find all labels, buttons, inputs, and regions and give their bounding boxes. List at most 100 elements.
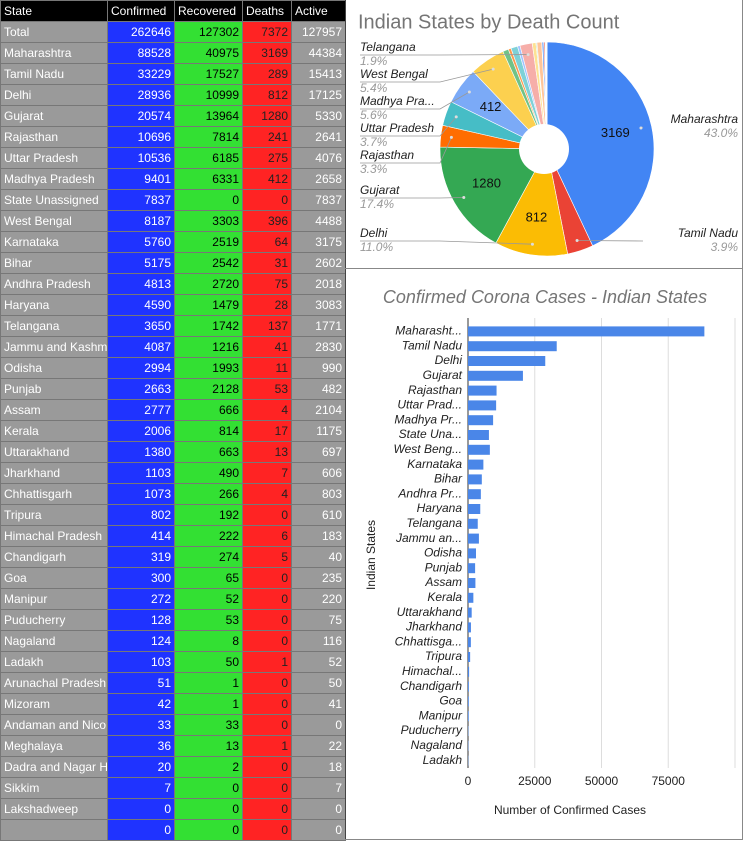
cell: 0	[243, 694, 292, 715]
cell: 1216	[175, 337, 243, 358]
cell: 241	[243, 127, 292, 148]
cell: 10696	[108, 127, 175, 148]
cell: 275	[243, 148, 292, 169]
cell: 1	[243, 736, 292, 757]
y-tick-label: Chhattisga...	[395, 634, 462, 648]
cell: 0	[292, 799, 346, 820]
cell: Maharashtra	[1, 43, 108, 64]
bar	[468, 622, 471, 632]
bar	[468, 608, 472, 618]
cell: 2519	[175, 232, 243, 253]
slice-percent: 3.3%	[360, 162, 388, 176]
cell: 0	[243, 610, 292, 631]
slice-label: Gujarat	[360, 183, 400, 197]
y-tick-label: West Beng...	[394, 442, 462, 456]
slice-percent: 1.9%	[360, 54, 388, 68]
cell: 41	[243, 337, 292, 358]
cell: 53	[243, 379, 292, 400]
cell: Rajasthan	[1, 127, 108, 148]
cell: 1771	[292, 316, 346, 337]
cell: 53	[175, 610, 243, 631]
cell: 137	[243, 316, 292, 337]
y-tick-label: Punjab	[425, 560, 463, 574]
cell: 50	[175, 652, 243, 673]
slice-percent: 11.0%	[360, 240, 393, 254]
leader-line	[360, 69, 493, 82]
cell: 11	[243, 358, 292, 379]
bar	[468, 563, 475, 573]
cell: 2720	[175, 274, 243, 295]
slice-percent: 5.6%	[360, 108, 388, 122]
cell: 124	[108, 631, 175, 652]
pie-slice	[511, 46, 547, 149]
cell: 0	[175, 820, 243, 841]
cell: 235	[292, 568, 346, 589]
y-tick-label: Telangana	[406, 516, 462, 530]
cell: 7	[243, 463, 292, 484]
cell: 40	[292, 547, 346, 568]
cell: 0	[108, 799, 175, 820]
cell: 8	[175, 631, 243, 652]
cell: 2641	[292, 127, 346, 148]
cell: State	[1, 1, 108, 22]
cell: 1	[175, 673, 243, 694]
cell: 127957	[292, 22, 346, 43]
y-tick-label: Uttarakhand	[397, 605, 463, 619]
cell: 3083	[292, 295, 346, 316]
cell: Uttarakhand	[1, 442, 108, 463]
bar	[468, 415, 493, 425]
cell: 0	[292, 715, 346, 736]
cell: 0	[175, 778, 243, 799]
bar	[468, 371, 523, 381]
cell: 3169	[243, 43, 292, 64]
bar	[468, 400, 496, 410]
cell: 2128	[175, 379, 243, 400]
cell: 1993	[175, 358, 243, 379]
cell: 20	[108, 757, 175, 778]
cell: Confirmed	[108, 1, 175, 22]
y-tick-label: Gujarat	[423, 368, 463, 382]
cell: Assam	[1, 400, 108, 421]
y-tick-label: Jammu an...	[395, 531, 462, 545]
cell: Andaman and Nico	[1, 715, 108, 736]
cell: Gujarat	[1, 106, 108, 127]
bar	[468, 711, 469, 721]
cell: 28	[243, 295, 292, 316]
cell: 40975	[175, 43, 243, 64]
bar	[468, 534, 479, 544]
cell: 812	[243, 85, 292, 106]
cell: 3650	[108, 316, 175, 337]
bar	[468, 682, 469, 692]
cell: 7	[292, 778, 346, 799]
cell: 2602	[292, 253, 346, 274]
slice-label: Madhya Pra...	[360, 94, 435, 108]
cell: 414	[108, 526, 175, 547]
cell: Haryana	[1, 295, 108, 316]
pie-slice	[546, 42, 547, 149]
bar	[468, 445, 490, 455]
leader-line	[360, 241, 532, 244]
pie-slice	[542, 42, 547, 149]
cell: West Bengal	[1, 211, 108, 232]
bar	[468, 593, 473, 603]
cell: 0	[243, 631, 292, 652]
cell: 42	[108, 694, 175, 715]
cell: 28936	[108, 85, 175, 106]
leader-line	[641, 127, 643, 128]
pie-slice	[520, 43, 547, 149]
